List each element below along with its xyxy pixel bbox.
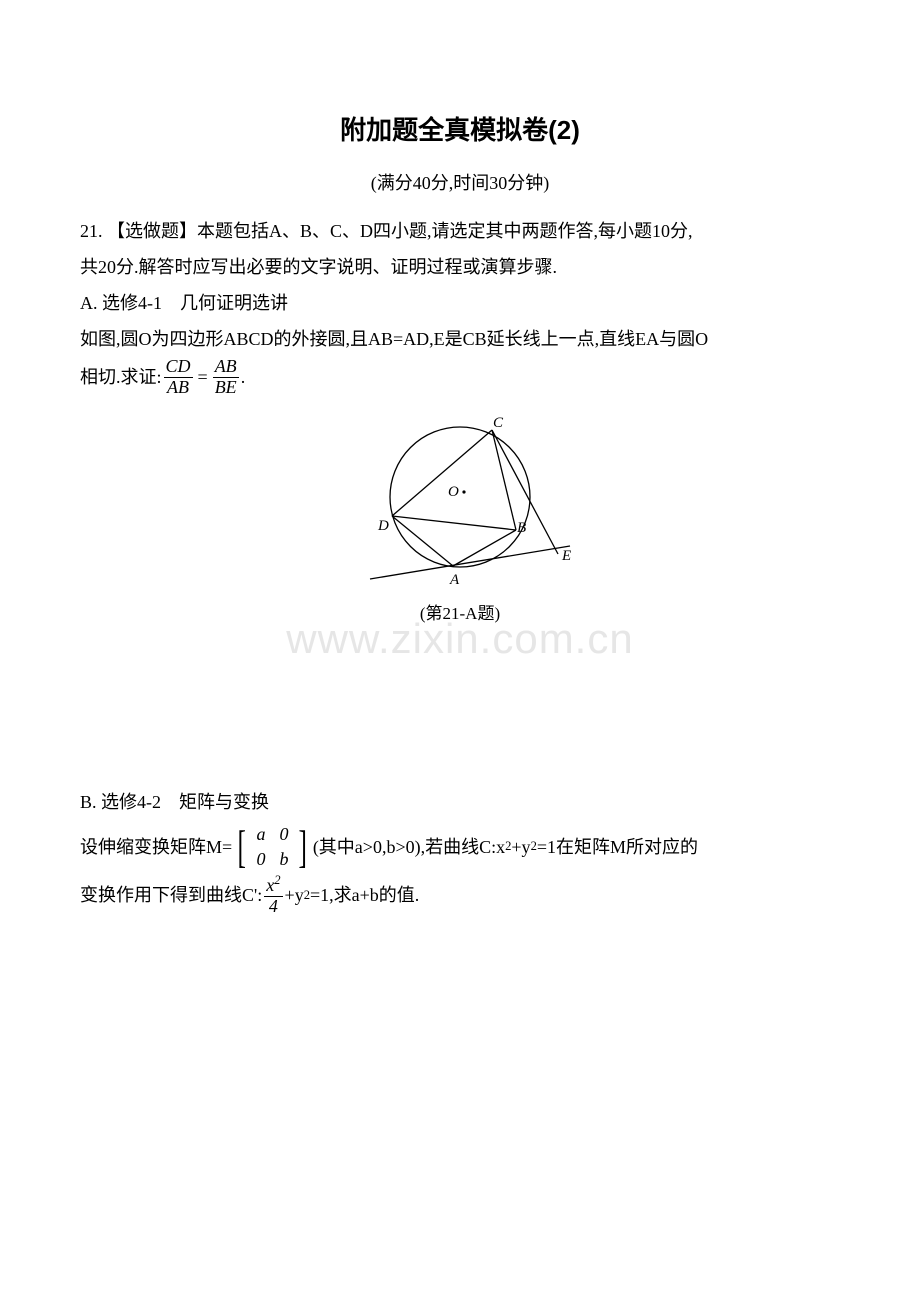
- figure-21a: O C D A B E (第21-A题): [80, 412, 840, 624]
- text: 变换作用下得到曲线C':: [80, 877, 262, 913]
- fraction-x2-4: x2 4: [264, 874, 282, 917]
- text: =1在矩阵M所对应的: [537, 829, 698, 865]
- svg-text:B: B: [517, 520, 526, 536]
- svg-text:D: D: [377, 518, 389, 534]
- part-a-heading: A. 选修4-1 几何证明选讲: [80, 285, 840, 321]
- part-a-text: 如图,圆O为四边形ABCD的外接圆,且AB=AD,E是CB延长线上一点,直线EA…: [80, 321, 840, 357]
- text: +y: [511, 829, 530, 865]
- frac-num: AB: [213, 357, 239, 378]
- part-b-heading: B. 选修4-2 矩阵与变换: [80, 784, 840, 820]
- page-title: 附加题全真模拟卷(2): [80, 110, 840, 147]
- svg-text:E: E: [561, 548, 571, 564]
- fraction-cd-ab: CD AB: [164, 357, 193, 398]
- svg-text:O: O: [448, 484, 459, 500]
- text: 设伸缩变换矩阵M=: [80, 829, 232, 865]
- equals-sign: =: [198, 359, 208, 395]
- geometry-diagram: O C D A B E: [340, 412, 580, 592]
- frac-den: AB: [165, 378, 191, 398]
- fraction-ab-be: AB BE: [213, 357, 239, 398]
- part-b-line2: 变换作用下得到曲线C': x2 4 +y 2 =1,求a+b的值.: [80, 874, 840, 917]
- matrix-cell: b: [279, 847, 288, 872]
- q21-intro-line1: 21. 【选做题】本题包括A、B、C、D四小题,请选定其中两题作答,每小题10分…: [80, 213, 840, 249]
- right-bracket-icon: ]: [299, 824, 307, 870]
- text: (其中a>0,b>0),若曲线C:x: [313, 829, 505, 865]
- sup: 2: [274, 873, 280, 887]
- q21-intro-line2: 共20分.解答时应写出必要的文字说明、证明过程或演算步骤.: [80, 249, 840, 285]
- period: .: [241, 359, 246, 395]
- svg-text:C: C: [493, 415, 504, 431]
- frac-den: 4: [267, 897, 280, 917]
- part-a-prove-line: 相切.求证: CD AB = AB BE .: [80, 357, 840, 398]
- matrix-cell: 0: [256, 847, 265, 872]
- figure-caption: (第21-A题): [80, 599, 840, 624]
- text: =1,求a+b的值.: [310, 877, 419, 913]
- prove-prefix: 相切.求证:: [80, 359, 162, 395]
- part-b-line1: 设伸缩变换矩阵M= [ a 0 0 b ] (其中a>0,b>0),若曲线C:x…: [80, 820, 840, 874]
- matrix-cell: a: [256, 822, 265, 847]
- page-subtitle: (满分40分,时间30分钟): [80, 169, 840, 195]
- frac-den: BE: [213, 378, 239, 398]
- frac-num: x2: [264, 874, 282, 897]
- svg-text:A: A: [449, 572, 460, 588]
- text: +y: [285, 877, 304, 913]
- matrix-M: [ a 0 0 b ]: [234, 820, 311, 874]
- frac-num: CD: [164, 357, 193, 378]
- matrix-cell: 0: [279, 822, 288, 847]
- left-bracket-icon: [: [238, 824, 246, 870]
